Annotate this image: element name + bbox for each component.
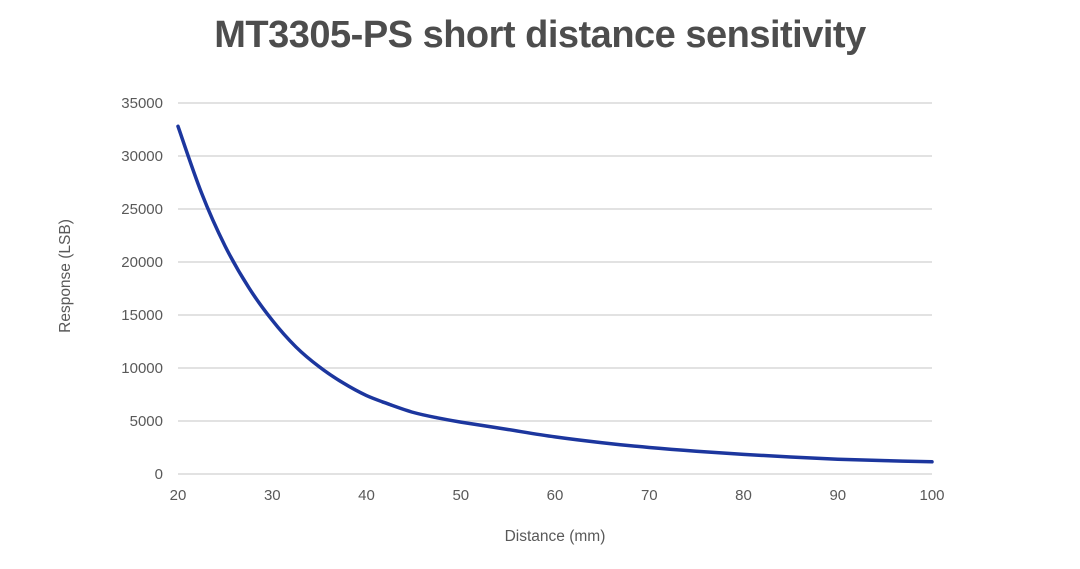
y-tick-label: 20000 (121, 254, 163, 271)
y-tick-label: 15000 (121, 307, 163, 324)
x-tick-label: 40 (358, 487, 375, 504)
x-tick-label: 100 (919, 487, 944, 504)
x-tick-label: 20 (170, 487, 187, 504)
y-tick-label: 35000 (121, 95, 163, 112)
data-line-response (176, 124, 934, 464)
chart-title: MT3305-PS short distance sensitivity (214, 14, 866, 56)
x-tick-label: 80 (735, 487, 752, 504)
y-tick-label: 5000 (130, 413, 163, 430)
x-axis-title: Distance (mm) (504, 528, 606, 545)
x-tick-label: 60 (547, 487, 564, 504)
x-tick-label: 70 (641, 487, 658, 504)
x-tick-label: 30 (264, 487, 281, 504)
x-tick-label: 50 (452, 487, 469, 504)
y-tick-label: 25000 (121, 201, 163, 218)
y-tick-label: 0 (155, 466, 163, 483)
x-tick-label: 90 (829, 487, 846, 504)
y-tick-label: 10000 (121, 360, 163, 377)
y-tick-label: 30000 (121, 148, 163, 165)
